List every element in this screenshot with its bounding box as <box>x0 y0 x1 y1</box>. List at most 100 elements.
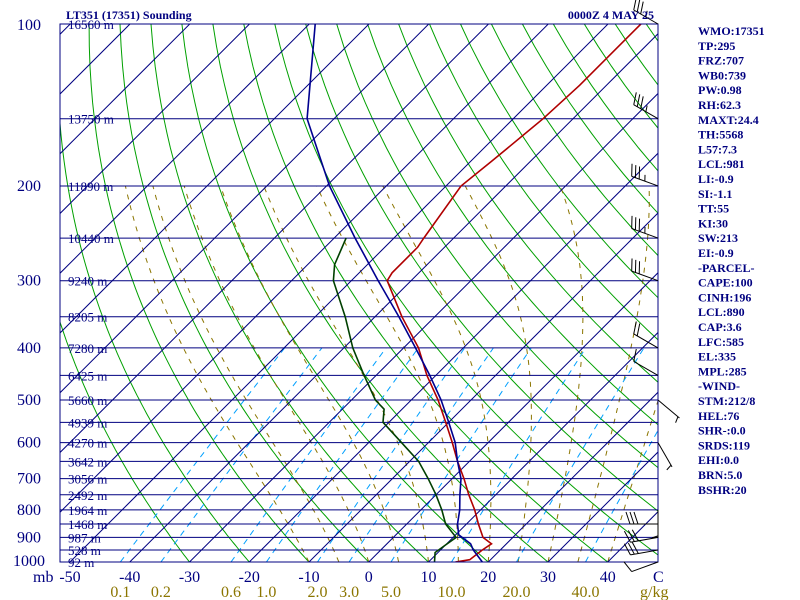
dry-adiabat <box>243 24 609 562</box>
height-label: 4270 m <box>68 436 107 451</box>
index-line: BRN:5.0 <box>698 468 742 482</box>
mixing-ratio-line <box>317 347 466 562</box>
mixing-ratio-line <box>451 347 587 562</box>
index-line: HEL:76 <box>698 409 739 423</box>
index-line: TP:295 <box>698 39 735 53</box>
mixing-ratio-line <box>585 429 658 562</box>
pressure-labels: 100 200 300 400 500 600 700 800 900 1000 <box>13 17 45 570</box>
pressure-label: 900 <box>17 529 41 546</box>
index-line: TH:5568 <box>698 128 743 142</box>
mixing-ratio-label: 2.0 <box>307 584 327 600</box>
mixing-ratio-label: 20.0 <box>502 584 530 600</box>
index-line: CAPE:100 <box>698 276 753 290</box>
pressure-label: 700 <box>17 471 41 488</box>
height-label: 16560 m <box>68 17 114 32</box>
height-labels: 16560 m 13750 m 11890 m 10440 m 9240 m 8205 m… <box>68 17 114 570</box>
isotherm <box>69 24 609 562</box>
pressure-label: 800 <box>17 502 41 519</box>
isotherm <box>248 152 658 562</box>
mixing-ratio-label: 3.0 <box>339 584 359 600</box>
temperature-label: 40 <box>600 569 616 586</box>
isotherm <box>60 24 310 274</box>
dry-adiabat <box>583 24 658 129</box>
index-line: PW:0.98 <box>698 83 742 97</box>
mixing-ratio-label: 0.6 <box>221 584 241 600</box>
pressure-label: 200 <box>17 178 41 195</box>
dry-adiabat <box>60 320 191 562</box>
dry-adiabat <box>150 24 430 562</box>
wind-barb <box>625 511 658 525</box>
index-line: SI:-1.1 <box>698 187 732 201</box>
isotherm <box>188 92 658 562</box>
wind-barb <box>657 442 673 471</box>
mixing-ratio-line <box>160 347 323 562</box>
height-label: 92 m <box>68 555 94 570</box>
wind-barb <box>623 529 659 543</box>
moist-adiabat <box>183 185 370 562</box>
height-label: 3056 m <box>68 472 107 487</box>
height-label: 6425 m <box>68 368 107 383</box>
height-label: 8205 m <box>68 310 107 325</box>
index-line: EHI:0.0 <box>698 453 739 467</box>
isotherm <box>60 24 370 334</box>
pressure-label: 1000 <box>13 553 45 570</box>
index-line: SHR-:0.0 <box>698 424 746 438</box>
isotherm <box>60 24 490 454</box>
wind-barb <box>633 0 659 25</box>
wind-barb <box>631 163 659 187</box>
wind-barb <box>633 92 659 120</box>
moist-adiabat <box>220 185 400 562</box>
dry-adiabat <box>460 24 658 299</box>
wind-barb <box>633 348 659 376</box>
height-label: 1468 m <box>68 517 107 532</box>
pressure-label: 600 <box>17 435 41 452</box>
wind-barbs <box>623 0 680 573</box>
height-label: 7280 m <box>68 341 107 356</box>
height-label: 2492 m <box>68 488 107 503</box>
moist-adiabat <box>382 185 492 562</box>
index-line: SW:213 <box>698 231 738 245</box>
dry-adiabat <box>770 24 800 573</box>
index-line: WB0:739 <box>698 68 746 82</box>
index-line: LI:-0.9 <box>698 172 734 186</box>
index-line: CINH:196 <box>698 290 751 304</box>
wind-barb <box>651 509 659 539</box>
height-label: 10440 m <box>68 231 114 246</box>
isotherm <box>129 33 658 562</box>
dewpoint-profile <box>332 237 458 562</box>
isotherm <box>308 212 658 562</box>
mixing-ratio-label: 0.1 <box>110 584 130 600</box>
index-line: LCL:890 <box>698 305 745 319</box>
isotherms <box>60 24 658 562</box>
index-line: RH:62.3 <box>698 98 741 112</box>
moist-adiabat <box>263 185 429 562</box>
moist-adiabats <box>124 185 658 562</box>
height-label: 9240 m <box>68 274 107 289</box>
height-label: 1964 m <box>68 503 107 518</box>
isotherm <box>60 24 251 215</box>
temperature-label: 0 <box>365 569 373 586</box>
moist-adiabat <box>464 185 532 562</box>
temperature-label: -30 <box>179 569 200 586</box>
moist-adiabat <box>577 185 650 562</box>
profiles <box>306 24 642 562</box>
index-line: CAP:3.6 <box>698 320 742 334</box>
index-line: MAXT:24.4 <box>698 113 759 127</box>
temperature-label: 20 <box>480 569 496 586</box>
dry-adiabat <box>367 24 658 426</box>
mixing-ratio-labels: 0.1 0.2 0.6 1.0 2.0 3.0 5.0 10.0 20.0 40.0 <box>110 584 599 600</box>
valid-time: 0000Z 4 MAY 25 <box>568 8 654 22</box>
index-line: L57:7.3 <box>698 142 737 156</box>
dry-adiabat <box>490 24 658 257</box>
dry-adiabat <box>521 24 658 214</box>
plot-frame <box>59 23 659 563</box>
height-label: 4939 m <box>68 415 107 430</box>
isotherm <box>368 272 658 562</box>
temperature-label: -40 <box>119 569 140 586</box>
dry-adiabat <box>119 24 370 562</box>
wind-barb <box>623 542 659 556</box>
pressure-label: 400 <box>17 340 41 357</box>
mixing-ratio-label: 0.2 <box>151 584 171 600</box>
height-label: 3642 m <box>68 454 107 469</box>
